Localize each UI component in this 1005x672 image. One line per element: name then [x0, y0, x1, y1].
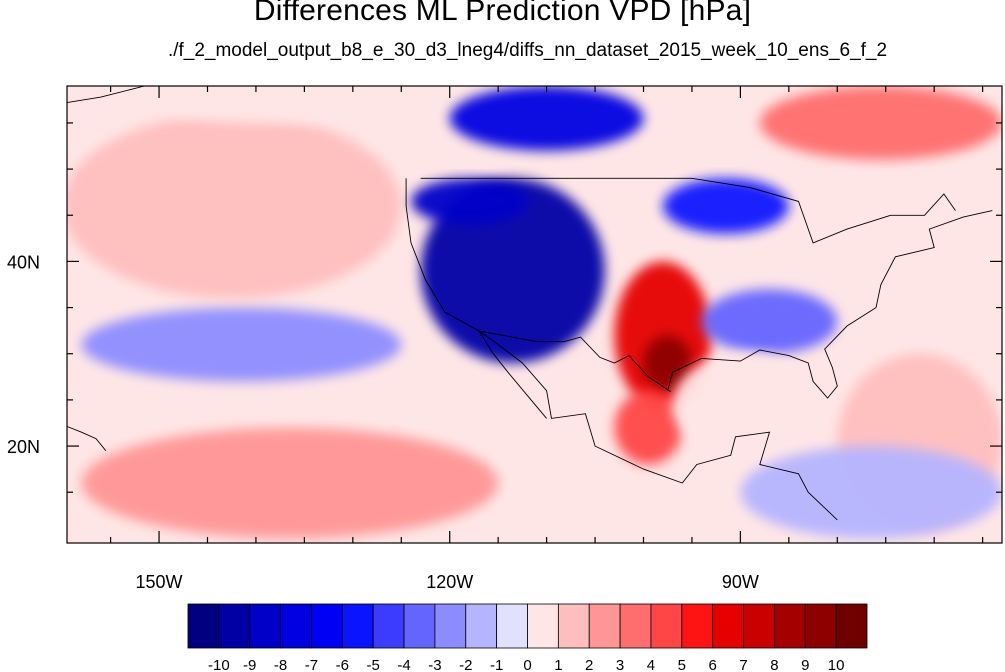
colorbar-box — [465, 603, 498, 649]
field-region — [449, 86, 644, 151]
colorbar-label: -2 — [459, 657, 472, 672]
colorbar-label: 5 — [678, 657, 686, 672]
colorbar-box — [218, 603, 251, 649]
us-canada-border — [420, 177, 956, 244]
map-panel — [66, 85, 1003, 544]
colorbar-box — [311, 603, 343, 649]
x-axis-labels: 150W 120W 90W — [136, 572, 759, 592]
field-region — [614, 390, 683, 465]
colorbar-label: 9 — [801, 657, 809, 672]
colorbar-label: 1 — [554, 657, 562, 672]
colorbar-label: -10 — [208, 657, 230, 672]
colorbar-label: 10 — [828, 657, 845, 672]
colorbar-box — [743, 603, 775, 649]
colorbar-label: 0 — [523, 657, 531, 672]
colorbar-label: 2 — [585, 657, 593, 672]
colorbar — [187, 603, 868, 649]
x-tick-label: 120W — [426, 572, 473, 592]
field-region — [410, 178, 528, 225]
colorbar-box — [496, 603, 528, 649]
field-region — [759, 86, 1002, 160]
y-axis-labels: 20N 40N — [7, 252, 40, 457]
colorbar-box — [712, 603, 744, 649]
colorbar-labels: -10 -9 -8 -7 -6 -5 -4 -3 -2 -1 0 1 2 3 4 5 6 7 8 9 10 — [208, 657, 844, 672]
field-region — [672, 353, 818, 456]
colorbar-box — [557, 603, 590, 649]
field-region — [81, 307, 402, 382]
colorbar-box — [774, 603, 806, 649]
colorbar-box — [187, 603, 220, 649]
colorbar-label: -8 — [274, 657, 287, 672]
colorbar-label: -7 — [305, 657, 318, 672]
colorbar-box — [650, 603, 683, 649]
y-tick-label: 40N — [7, 252, 40, 272]
us-mexico-border — [477, 330, 671, 392]
alaska-coastline — [67, 86, 145, 104]
field-region — [159, 86, 373, 123]
colorbar-box — [403, 603, 436, 649]
colorbar-box — [249, 603, 281, 649]
colorbar-box — [835, 603, 868, 649]
gulf-atlantic-coastline — [667, 210, 993, 399]
x-tick-label: 90W — [722, 572, 759, 592]
colorbar-box — [804, 603, 837, 649]
y-tick-label: 20N — [7, 437, 40, 457]
field-region — [701, 289, 838, 354]
colorbar-label: 3 — [616, 657, 624, 672]
field-region — [643, 335, 692, 391]
colorbar-label: -3 — [428, 657, 441, 672]
colorbar-label: 6 — [709, 657, 717, 672]
hawaii-coastline — [67, 425, 107, 451]
field-region — [81, 427, 499, 539]
colorbar-label: 8 — [770, 657, 778, 672]
colorbar-label: 7 — [739, 657, 747, 672]
colorbar-label: -6 — [336, 657, 349, 672]
north-america-coastline — [405, 178, 838, 521]
colorbar-label: -4 — [397, 657, 410, 672]
x-tick-label: 150W — [136, 572, 183, 592]
colorbar-box — [341, 603, 374, 649]
colorbar-box — [527, 603, 559, 649]
colorbar-box — [588, 603, 621, 649]
axis-ticks — [67, 86, 1002, 543]
coastlines — [67, 86, 993, 521]
colorbar-label: -9 — [243, 657, 256, 672]
colorbar-label: 4 — [647, 657, 655, 672]
baja-coastline — [478, 330, 547, 419]
map-frame — [66, 85, 1003, 544]
difference-field — [67, 86, 1002, 539]
colorbar-box — [372, 603, 405, 649]
colorbar-box — [434, 603, 467, 649]
field-region — [420, 178, 605, 363]
colorbar-box — [681, 603, 714, 649]
colorbar-label: -1 — [490, 657, 503, 672]
chart-title: Differences ML Prediction VPD [hPa] — [253, 0, 752, 27]
field-region — [67, 113, 402, 299]
chart-subtitle: ./f_2_model_output_b8_e_30_d3_lneg4/diff… — [167, 40, 888, 61]
colorbar-box — [619, 603, 652, 649]
field-region — [740, 446, 1002, 539]
field-region — [662, 178, 789, 234]
colorbar-label: -5 — [367, 657, 380, 672]
colorbar-box — [280, 603, 312, 649]
